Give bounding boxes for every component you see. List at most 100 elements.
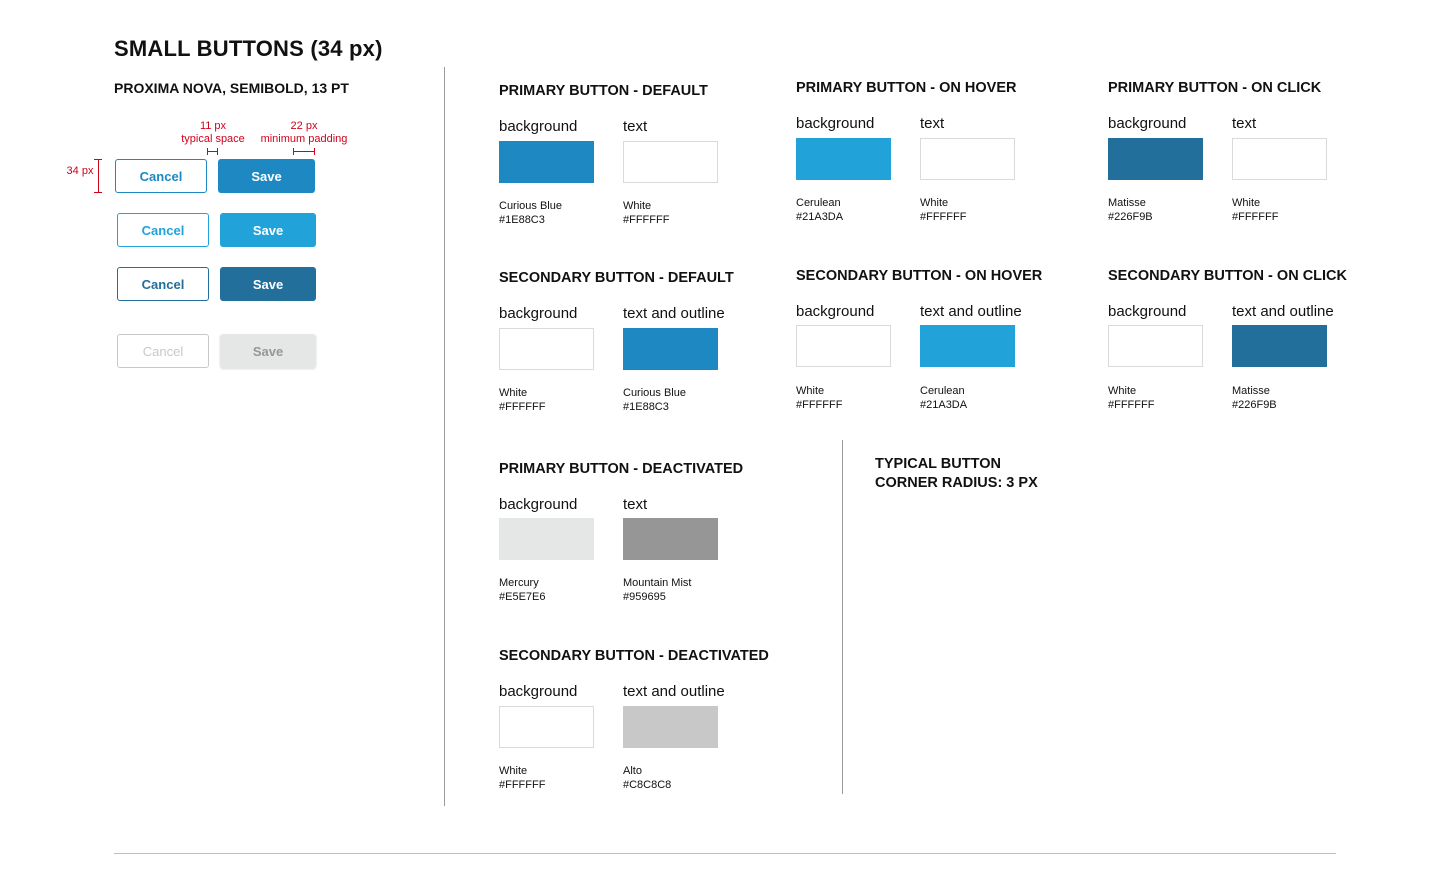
color-name: White: [499, 387, 528, 399]
color-swatch-primary-button-default-0: [499, 141, 594, 183]
save-button-default[interactable]: Save: [218, 159, 315, 193]
color-swatch-secondary-button-deactivated-1: [623, 706, 718, 748]
save-button-deactivated: Save: [220, 334, 316, 368]
color-hex: #FFFFFF: [1108, 399, 1155, 411]
color-swatch-primary-button-default-1: [623, 141, 718, 183]
swatch-label-primary-button-default-1: text: [623, 118, 648, 135]
section-title-secondary-button-deactivated: SECONDARY BUTTON - DEACTIVATED: [499, 648, 769, 664]
typical-space-annotation: 11 px typical space: [178, 120, 248, 146]
color-swatch-secondary-button-default-1: [623, 328, 718, 370]
swatch-label-primary-button-on-click-1: text: [1232, 115, 1257, 132]
color-name: Matisse: [1108, 197, 1146, 209]
color-name: Curious Blue: [499, 200, 562, 212]
color-name-primary-button-default-0: Curious Blue #1E88C3: [499, 199, 562, 227]
swatch-label-primary-button-on-hover-1: text: [920, 115, 945, 132]
cancel-button-default[interactable]: Cancel: [115, 159, 207, 193]
padding-dimension-cap-left: [293, 148, 294, 155]
color-hex: #1E88C3: [499, 214, 545, 226]
color-swatch-secondary-button-default-0: [499, 328, 594, 370]
section-title-primary-button-on-click: PRIMARY BUTTON - ON CLICK: [1108, 80, 1322, 96]
swatch-label-primary-button-deactivated-0: background: [499, 496, 578, 513]
left-column-divider: [444, 67, 445, 806]
cancel-button-deactivated: Cancel: [117, 334, 209, 368]
color-hex: #FFFFFF: [499, 401, 546, 413]
swatch-label-secondary-button-deactivated-0: background: [499, 683, 578, 700]
height-dimension-line: [98, 159, 99, 193]
swatch-label-secondary-button-on-click-1: text and outline: [1232, 303, 1334, 320]
swatch-label-primary-button-default-0: background: [499, 118, 578, 135]
color-name: White: [1108, 385, 1137, 397]
color-name: Mountain Mist: [623, 577, 692, 589]
swatch-label-secondary-button-deactivated-1: text and outline: [623, 683, 725, 700]
typical-space-label: typical space: [181, 133, 245, 145]
color-name: White: [920, 197, 949, 209]
color-name-secondary-button-default-0: White #FFFFFF: [499, 386, 545, 414]
page-title: SMALL BUTTONS (34 px): [114, 36, 383, 61]
color-name: Cerulean: [920, 385, 965, 397]
color-name-secondary-button-default-1: Curious Blue #1E88C3: [623, 386, 686, 414]
color-name-secondary-button-deactivated-1: Alto #C8C8C8: [623, 764, 671, 792]
section-title-primary-button-deactivated: PRIMARY BUTTON - DEACTIVATED: [499, 461, 744, 477]
color-name: Alto: [623, 765, 642, 777]
color-name: White: [499, 765, 528, 777]
color-swatch-primary-button-on-hover-1: [920, 138, 1015, 180]
swatch-label-secondary-button-default-1: text and outline: [623, 305, 725, 322]
corner-radius-line2: CORNER RADIUS: 3 PX: [875, 475, 1038, 491]
color-hex: #FFFFFF: [623, 214, 670, 226]
color-name-primary-button-on-hover-1: White #FFFFFF: [920, 196, 966, 224]
color-name-primary-button-deactivated-1: Mountain Mist #959695: [623, 576, 691, 604]
height-dimension-cap-bottom: [94, 192, 102, 193]
height-dimension-cap-top: [94, 159, 102, 160]
color-name: Curious Blue: [623, 387, 686, 399]
swatch-label-primary-button-deactivated-1: text: [623, 496, 648, 513]
color-swatch-secondary-button-on-click-1: [1232, 325, 1327, 367]
color-hex: #1E88C3: [623, 401, 669, 413]
color-hex: #C8C8C8: [623, 779, 672, 791]
color-name-primary-button-on-hover-0: Cerulean #21A3DA: [796, 196, 843, 224]
color-swatch-primary-button-deactivated-1: [623, 518, 718, 560]
color-name-secondary-button-on-click-0: White #FFFFFF: [1108, 384, 1154, 412]
color-name-primary-button-on-click-0: Matisse #226F9B: [1108, 196, 1153, 224]
color-name: White: [623, 200, 652, 212]
color-name: White: [796, 385, 825, 397]
color-hex: #21A3DA: [796, 211, 844, 223]
swatch-label-secondary-button-on-click-0: background: [1108, 303, 1187, 320]
save-button-hover[interactable]: Save: [220, 213, 316, 247]
typical-space-value: 11 px: [199, 120, 227, 132]
color-swatch-secondary-button-on-hover-1: [920, 325, 1015, 367]
padding-dimension-line: [293, 151, 315, 152]
swatch-label-secondary-button-on-hover-1: text and outline: [920, 303, 1022, 320]
color-hex: #FFFFFF: [796, 399, 843, 411]
corner-radius-note: TYPICAL BUTTON CORNER RADIUS: 3 PX: [875, 455, 1038, 493]
color-hex: #FFFFFF: [920, 211, 967, 223]
cancel-button-hover[interactable]: Cancel: [117, 213, 209, 247]
cancel-button-click[interactable]: Cancel: [117, 267, 209, 301]
color-hex: #226F9B: [1232, 399, 1277, 411]
color-name: Matisse: [1232, 385, 1270, 397]
color-hex: #FFFFFF: [499, 779, 546, 791]
height-annotation: 34 px: [66, 165, 94, 177]
section-title-primary-button-default: PRIMARY BUTTON - DEFAULT: [499, 83, 708, 99]
color-hex: #21A3DA: [920, 399, 968, 411]
color-name-primary-button-default-1: White #FFFFFF: [623, 199, 669, 227]
color-name-primary-button-deactivated-0: Mercury #E5E7E6: [499, 576, 545, 604]
corner-radius-line1: TYPICAL BUTTON: [875, 456, 1001, 472]
font-spec: PROXIMA NOVA, SEMIBOLD, 13 PT: [114, 80, 349, 96]
color-name: Cerulean: [796, 197, 841, 209]
swatch-label-primary-button-on-click-0: background: [1108, 115, 1187, 132]
color-hex: #FFFFFF: [1232, 211, 1279, 223]
section-title-secondary-button-default: SECONDARY BUTTON - DEFAULT: [499, 270, 734, 286]
color-swatch-secondary-button-on-click-0: [1108, 325, 1203, 367]
color-name-secondary-button-on-hover-0: White #FFFFFF: [796, 384, 842, 412]
swatch-label-secondary-button-default-0: background: [499, 305, 578, 322]
footer-rule: [114, 853, 1336, 854]
color-swatch-primary-button-on-click-0: [1108, 138, 1203, 180]
space-dimension-cap-right: [217, 148, 218, 155]
color-swatch-secondary-button-deactivated-0: [499, 706, 594, 748]
padding-annotation: 22 px minimum padding: [254, 120, 354, 146]
section-title-secondary-button-on-click: SECONDARY BUTTON - ON CLICK: [1108, 268, 1347, 284]
section-title-secondary-button-on-hover: SECONDARY BUTTON - ON HOVER: [796, 268, 1043, 284]
save-button-click[interactable]: Save: [220, 267, 316, 301]
section-title-primary-button-on-hover: PRIMARY BUTTON - ON HOVER: [796, 80, 1017, 96]
color-name-secondary-button-deactivated-0: White #FFFFFF: [499, 764, 545, 792]
